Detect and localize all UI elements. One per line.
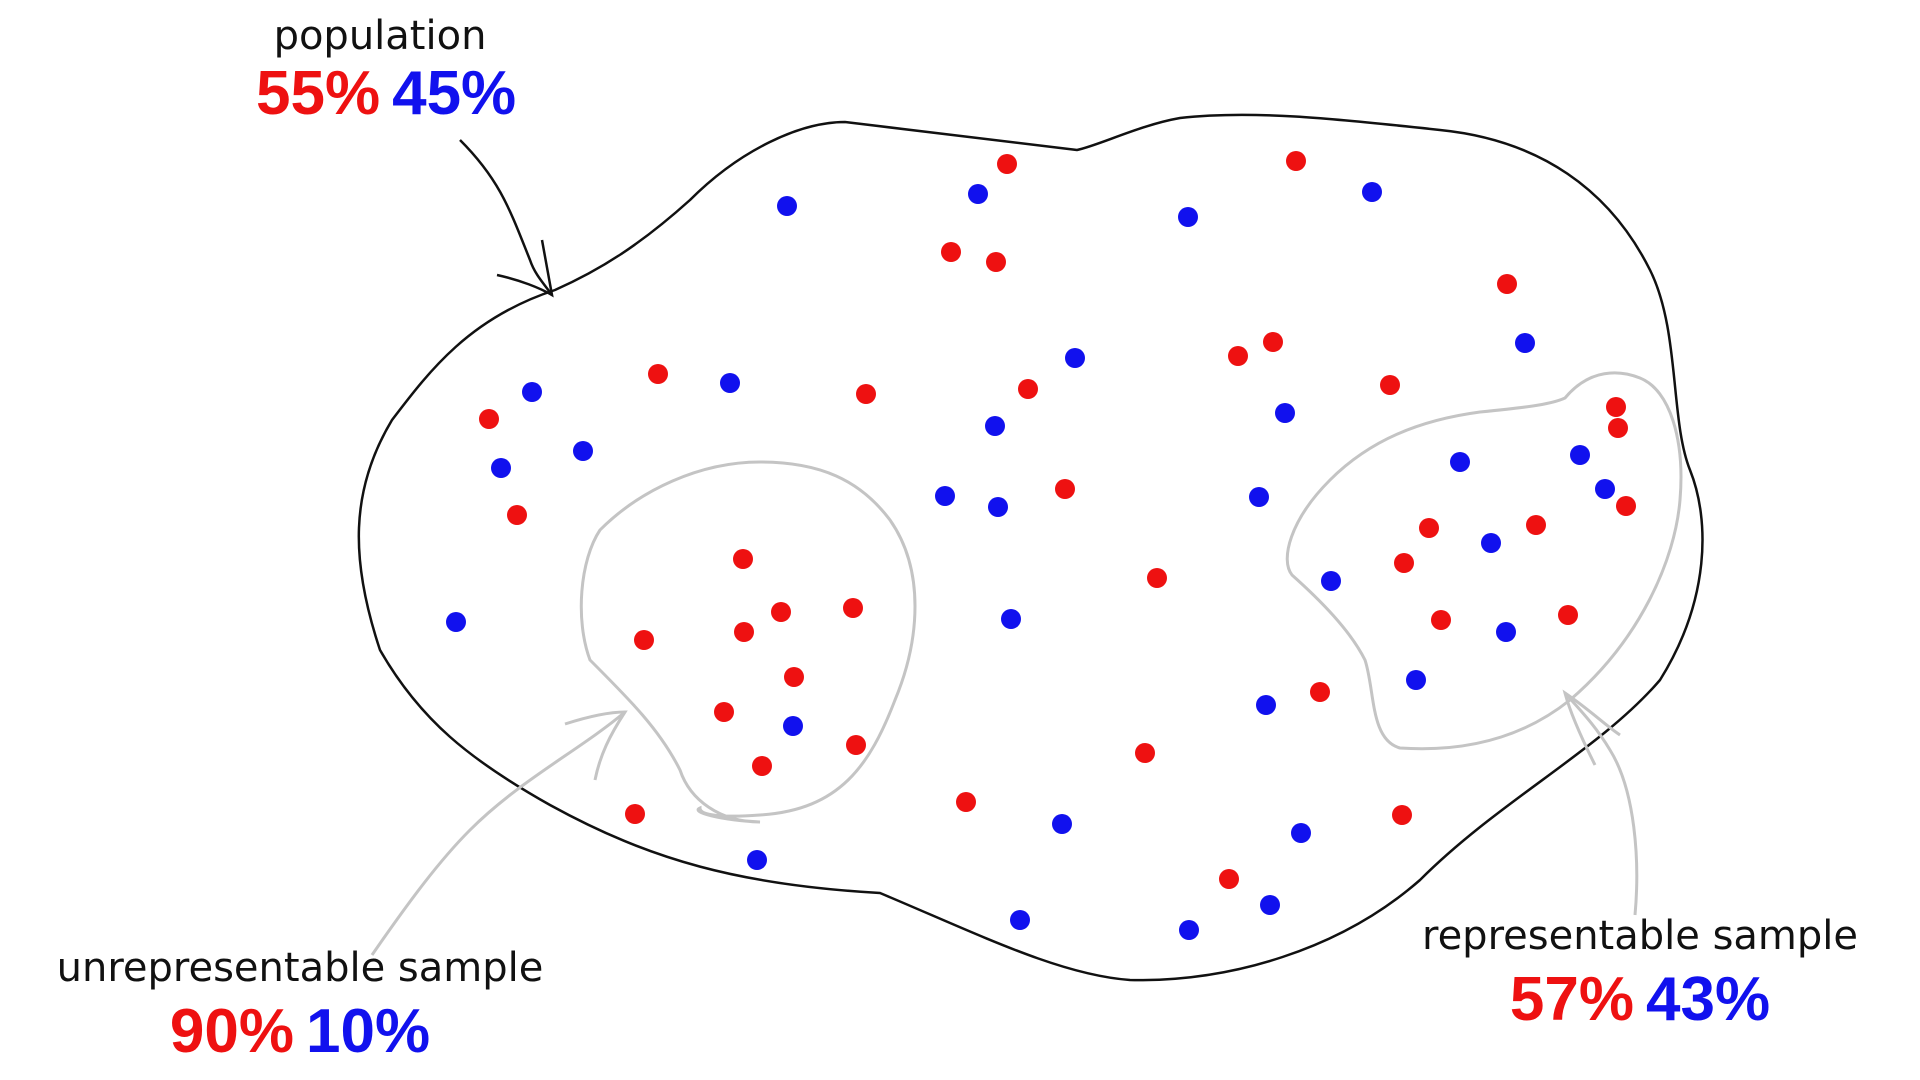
- blue-dot: [777, 196, 797, 216]
- blue-dot: [1450, 452, 1470, 472]
- red-dot: [1558, 605, 1578, 625]
- red-dot: [1394, 553, 1414, 573]
- population-percentages: 55% 45%: [250, 59, 516, 128]
- red-dot: [1431, 610, 1451, 630]
- blue-dot: [1570, 445, 1590, 465]
- blue-dot: [491, 458, 511, 478]
- representable-arrow: [1563, 692, 1639, 916]
- representable-arrowhead: [1562, 689, 1621, 766]
- red-dot: [1526, 515, 1546, 535]
- red-dot: [714, 702, 734, 722]
- population-caption: population: [273, 13, 487, 59]
- blue-dot: [985, 416, 1005, 436]
- population-arrowhead: [496, 239, 554, 298]
- blue-dot: [573, 441, 593, 461]
- red-dot: [843, 598, 863, 618]
- red-dot: [856, 384, 876, 404]
- blue-dot: [1406, 670, 1426, 690]
- red-dot: [1497, 274, 1517, 294]
- blue-dot: [968, 184, 988, 204]
- red-dot: [956, 792, 976, 812]
- blue-dot: [1321, 571, 1341, 591]
- red-dot: [986, 252, 1006, 272]
- red-dot: [648, 364, 668, 384]
- unrepresentable-caption: unrepresentable sample: [56, 945, 544, 991]
- blue-dot: [935, 486, 955, 506]
- red-dot: [1228, 346, 1248, 366]
- red-dot: [941, 242, 961, 262]
- unrepresentable-label: unrepresentable sample 90% 10%: [30, 944, 570, 1066]
- blue-dot: [1362, 182, 1382, 202]
- red-dot: [507, 505, 527, 525]
- population-outline: [357, 113, 1704, 982]
- red-dot: [752, 756, 772, 776]
- blue-dot: [747, 850, 767, 870]
- blue-dot: [1275, 403, 1295, 423]
- representable-caption: representable sample: [1422, 913, 1858, 959]
- blue-dot: [1595, 479, 1615, 499]
- blue-dot: [988, 497, 1008, 517]
- red-dot: [1419, 518, 1439, 538]
- dots-layer: [446, 151, 1636, 940]
- blue-dot: [1249, 487, 1269, 507]
- representable-percentages: 57% 43%: [1415, 966, 1865, 1034]
- blue-dot: [1065, 348, 1085, 368]
- red-dot: [625, 804, 645, 824]
- red-dot: [1135, 743, 1155, 763]
- unrepresentable-arrow: [370, 710, 626, 956]
- red-dot: [479, 409, 499, 429]
- blue-dot: [1178, 207, 1198, 227]
- population-label: population 55% 45%: [250, 12, 516, 128]
- blue-dot: [446, 612, 466, 632]
- red-dot: [997, 154, 1017, 174]
- red-dot: [734, 622, 754, 642]
- red-dot: [1310, 682, 1330, 702]
- red-dot: [1018, 379, 1038, 399]
- blue-dot: [1179, 920, 1199, 940]
- blue-dot: [720, 373, 740, 393]
- red-dot: [1380, 375, 1400, 395]
- red-dot: [1147, 568, 1167, 588]
- blue-dot: [1496, 622, 1516, 642]
- red-dot: [1263, 332, 1283, 352]
- unrepresentable-percentages: 90% 10%: [30, 998, 570, 1066]
- red-dot: [846, 735, 866, 755]
- red-dot: [1055, 479, 1075, 499]
- population-blue-pct: 45%: [392, 59, 517, 128]
- unrepresentable-arrowhead: [564, 710, 628, 781]
- blue-dot: [1010, 910, 1030, 930]
- representable-label: representable sample 57% 43%: [1415, 912, 1865, 1034]
- red-dot: [1392, 805, 1412, 825]
- unrepresentable-sample-outline: [579, 460, 917, 824]
- red-dot: [771, 602, 791, 622]
- blue-dot: [1515, 333, 1535, 353]
- red-dot: [1286, 151, 1306, 171]
- blue-dot: [783, 716, 803, 736]
- representable-red-pct: 57%: [1509, 965, 1634, 1034]
- red-dot: [634, 630, 654, 650]
- blue-dot: [522, 382, 542, 402]
- red-dot: [1608, 418, 1628, 438]
- blue-dot: [1256, 695, 1276, 715]
- representable-blue-pct: 43%: [1646, 965, 1771, 1034]
- representable-sample-outline: [1285, 371, 1683, 751]
- unrepresentable-red-pct: 90%: [169, 997, 294, 1066]
- population-arrow: [459, 139, 554, 296]
- red-dot: [733, 549, 753, 569]
- red-dot: [1616, 496, 1636, 516]
- red-dot: [1606, 397, 1626, 417]
- red-dot: [784, 667, 804, 687]
- red-dot: [1219, 869, 1239, 889]
- blue-dot: [1481, 533, 1501, 553]
- unrepresentable-blue-pct: 10%: [306, 997, 431, 1066]
- blue-dot: [1291, 823, 1311, 843]
- blue-dot: [1260, 895, 1280, 915]
- blue-dot: [1001, 609, 1021, 629]
- population-red-pct: 55%: [256, 59, 381, 128]
- blue-dot: [1052, 814, 1072, 834]
